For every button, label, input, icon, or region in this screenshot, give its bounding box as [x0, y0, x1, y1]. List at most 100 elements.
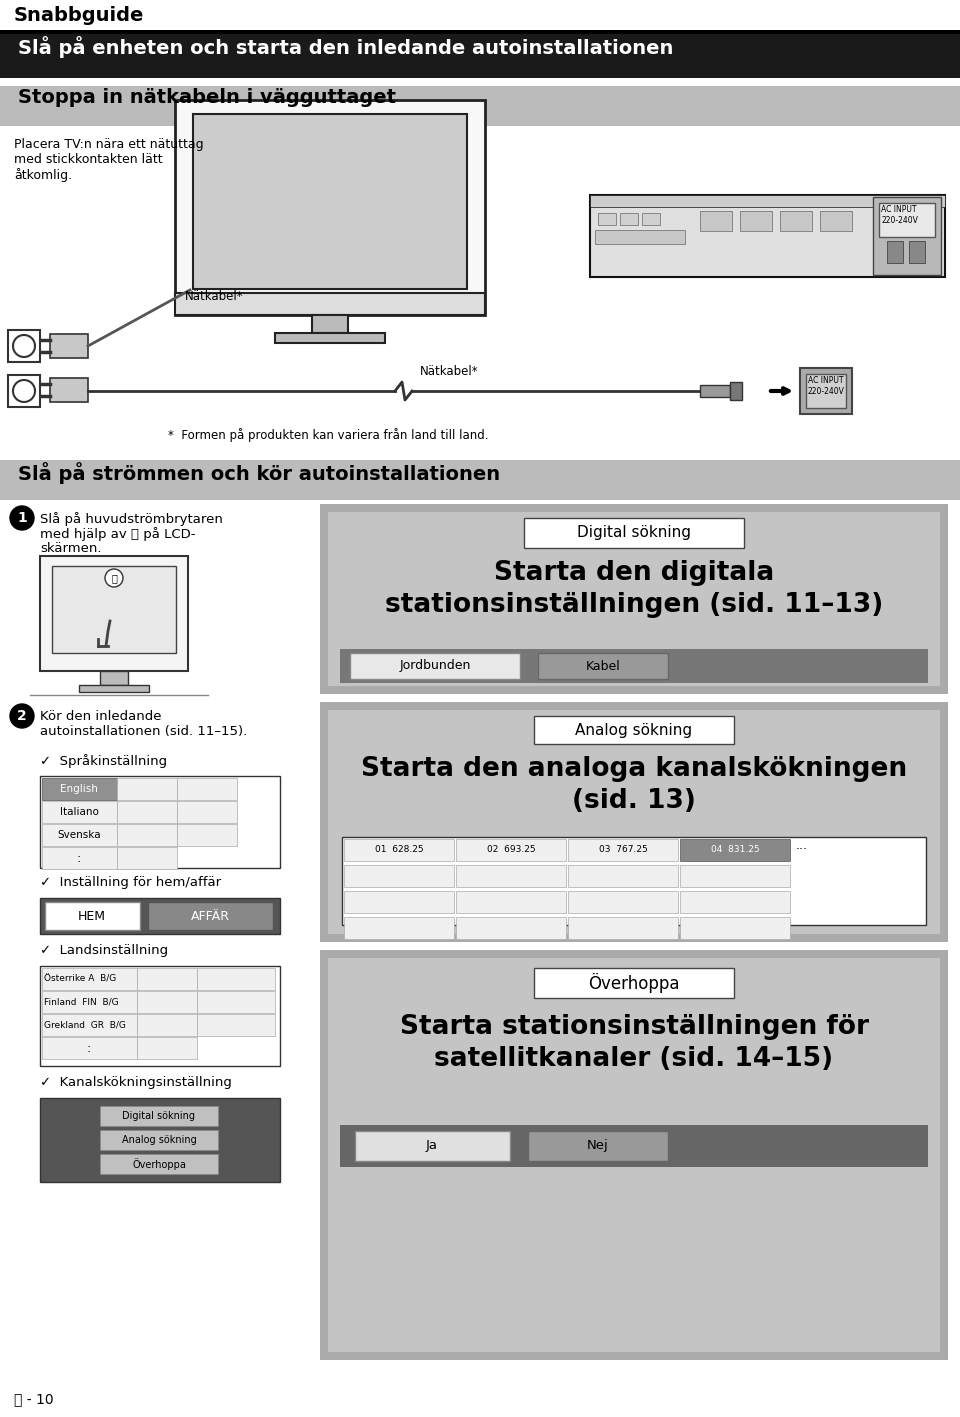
Text: ✓  Landsinställning: ✓ Landsinställning — [40, 944, 168, 956]
Bar — [42, 968, 137, 990]
Bar — [534, 968, 734, 998]
Text: Jordbunden: Jordbunden — [399, 659, 470, 673]
Text: Starta den analoga kanalskökningen: Starta den analoga kanalskökningen — [361, 757, 907, 782]
Text: 03  767.25: 03 767.25 — [599, 846, 647, 854]
Bar — [680, 917, 790, 939]
Text: AFFÄR: AFFÄR — [190, 910, 229, 922]
Bar — [100, 1129, 218, 1151]
Bar — [887, 241, 903, 264]
Bar — [40, 898, 280, 934]
Bar — [328, 710, 940, 934]
Bar — [100, 672, 128, 684]
Bar — [598, 213, 616, 225]
Bar — [42, 1037, 137, 1058]
Bar — [456, 917, 566, 939]
Bar — [340, 1125, 928, 1168]
Bar — [568, 917, 678, 939]
Bar — [52, 565, 176, 653]
Bar — [595, 230, 685, 244]
Text: ···: ··· — [796, 843, 808, 856]
Text: ✓  Inställning för hem/affär: ✓ Inställning för hem/affär — [40, 876, 221, 888]
Text: Nätkabel*: Nätkabel* — [420, 366, 479, 378]
Bar — [42, 1015, 137, 1036]
Bar — [275, 333, 385, 343]
Bar — [42, 990, 137, 1013]
Bar — [320, 701, 948, 942]
Text: English: English — [60, 784, 98, 794]
Bar — [344, 864, 454, 887]
Bar — [344, 917, 454, 939]
Bar — [800, 368, 852, 414]
Text: autoinstallationen (sid. 11–15).: autoinstallationen (sid. 11–15). — [40, 726, 248, 738]
Text: (sid. 13): (sid. 13) — [572, 788, 696, 813]
Text: Analog sökning: Analog sökning — [122, 1135, 197, 1145]
Text: Överhoppa: Överhoppa — [588, 973, 680, 993]
Bar — [620, 213, 638, 225]
Bar — [42, 801, 117, 823]
Text: satellitkanaler (sid. 14–15): satellitkanaler (sid. 14–15) — [435, 1046, 833, 1073]
Text: Österrike A  B/G: Österrike A B/G — [44, 975, 116, 983]
Bar — [117, 778, 177, 801]
Text: Stoppa in nätkabeln i vägguttaget: Stoppa in nätkabeln i vägguttaget — [18, 88, 396, 108]
Text: stationsinställningen (sid. 11–13): stationsinställningen (sid. 11–13) — [385, 592, 883, 618]
Circle shape — [10, 506, 34, 530]
Bar — [680, 864, 790, 887]
Bar — [534, 716, 734, 744]
Text: ✓  Språkinställning: ✓ Språkinställning — [40, 754, 167, 768]
Bar — [175, 293, 485, 315]
Text: ✓  Kanalskökningsinställning: ✓ Kanalskökningsinställning — [40, 1076, 232, 1090]
Text: Finland  FIN  B/G: Finland FIN B/G — [44, 998, 119, 1006]
Text: med stickkontakten lätt: med stickkontakten lätt — [14, 153, 162, 166]
Bar — [320, 949, 948, 1360]
Bar — [320, 504, 948, 694]
Bar — [79, 684, 149, 691]
Bar — [0, 461, 960, 500]
Text: Digital sökning: Digital sökning — [577, 526, 691, 540]
Bar — [538, 653, 668, 679]
Bar — [350, 653, 520, 679]
Bar — [820, 211, 852, 231]
Bar — [40, 777, 280, 869]
Bar — [137, 968, 197, 990]
Bar — [197, 1015, 275, 1036]
Bar — [730, 383, 742, 400]
Text: Kör den inledande: Kör den inledande — [40, 710, 161, 723]
Bar — [40, 555, 188, 672]
Circle shape — [105, 570, 123, 587]
Bar — [0, 34, 960, 78]
Text: åtkomlig.: åtkomlig. — [14, 169, 72, 181]
Bar — [528, 1131, 668, 1161]
Bar — [879, 203, 935, 237]
Bar — [524, 519, 744, 548]
Bar — [197, 968, 275, 990]
Bar — [137, 990, 197, 1013]
Text: Kabel: Kabel — [586, 659, 620, 673]
Bar — [40, 1098, 280, 1182]
Bar — [312, 315, 348, 333]
Text: *  Formen på produkten kan variera från land till land.: * Formen på produkten kan variera från l… — [168, 428, 489, 442]
Circle shape — [10, 704, 34, 728]
Bar — [642, 213, 660, 225]
Bar — [342, 837, 926, 925]
Text: med hjälp av ⏽ på LCD-: med hjälp av ⏽ på LCD- — [40, 527, 196, 541]
Bar — [680, 839, 790, 862]
Bar — [117, 801, 177, 823]
Bar — [148, 903, 273, 930]
Text: Grekland  GR  B/G: Grekland GR B/G — [44, 1020, 126, 1030]
Bar — [806, 374, 846, 408]
Bar — [568, 864, 678, 887]
Bar — [177, 778, 237, 801]
Bar — [340, 649, 928, 683]
Text: AC INPUT
220-240V: AC INPUT 220-240V — [808, 376, 845, 397]
Bar — [50, 378, 88, 402]
Text: 2: 2 — [17, 708, 27, 723]
Bar — [344, 839, 454, 862]
Text: 02  693.25: 02 693.25 — [487, 846, 536, 854]
Text: 1: 1 — [17, 512, 27, 526]
Text: Ⓢ - 10: Ⓢ - 10 — [14, 1391, 54, 1406]
Bar — [100, 1153, 218, 1175]
Bar — [137, 1037, 197, 1058]
Bar — [42, 825, 117, 846]
Bar — [177, 801, 237, 823]
Text: 04  831.25: 04 831.25 — [710, 846, 759, 854]
